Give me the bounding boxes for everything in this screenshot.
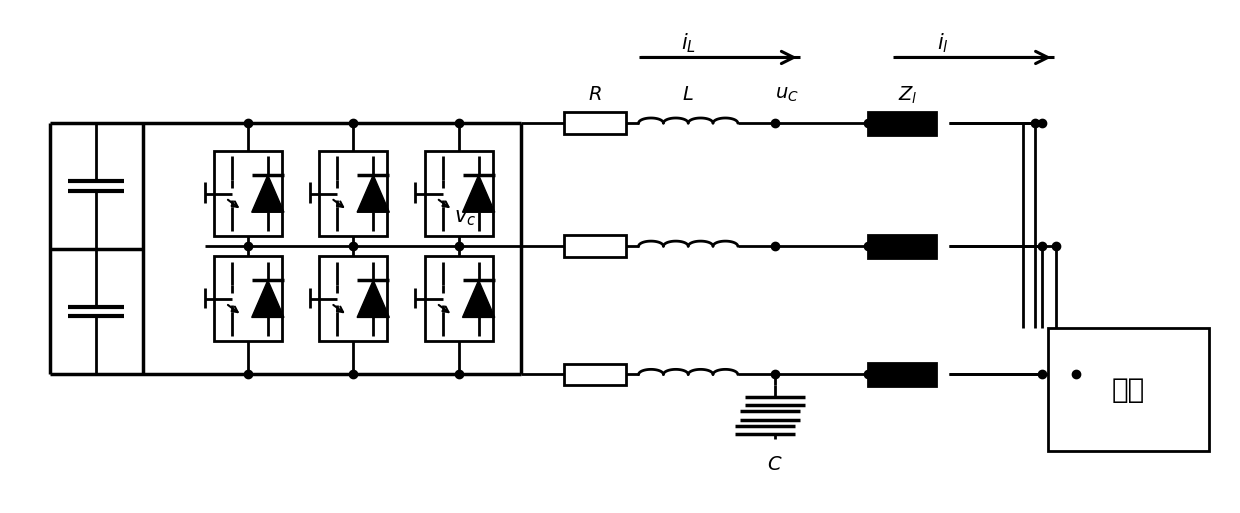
Bar <box>868 363 936 386</box>
Polygon shape <box>252 280 284 318</box>
Text: $R$: $R$ <box>588 85 603 105</box>
Polygon shape <box>357 280 389 318</box>
Text: $u_C$: $u_C$ <box>775 85 800 105</box>
Text: 负载: 负载 <box>1112 376 1145 404</box>
Bar <box>564 235 626 257</box>
Polygon shape <box>357 175 389 212</box>
Bar <box>215 151 283 236</box>
Text: $\mathbf{\mathit{v_c}}$: $\mathbf{\mathit{v_c}}$ <box>454 208 476 228</box>
Polygon shape <box>252 175 284 212</box>
Bar <box>215 256 283 341</box>
Bar <box>319 151 387 236</box>
Bar <box>424 256 492 341</box>
Bar <box>1048 328 1209 451</box>
Polygon shape <box>463 175 495 212</box>
Bar <box>424 151 492 236</box>
Text: $C$: $C$ <box>768 455 782 474</box>
Bar <box>319 256 387 341</box>
Text: $i_l$: $i_l$ <box>936 32 949 55</box>
Bar <box>564 112 626 134</box>
Bar <box>868 235 936 258</box>
Bar <box>868 111 936 134</box>
Text: $i_L$: $i_L$ <box>681 32 696 55</box>
Bar <box>564 364 626 385</box>
Polygon shape <box>463 280 495 318</box>
Text: $Z_l$: $Z_l$ <box>898 84 918 106</box>
Text: $L$: $L$ <box>682 85 694 105</box>
